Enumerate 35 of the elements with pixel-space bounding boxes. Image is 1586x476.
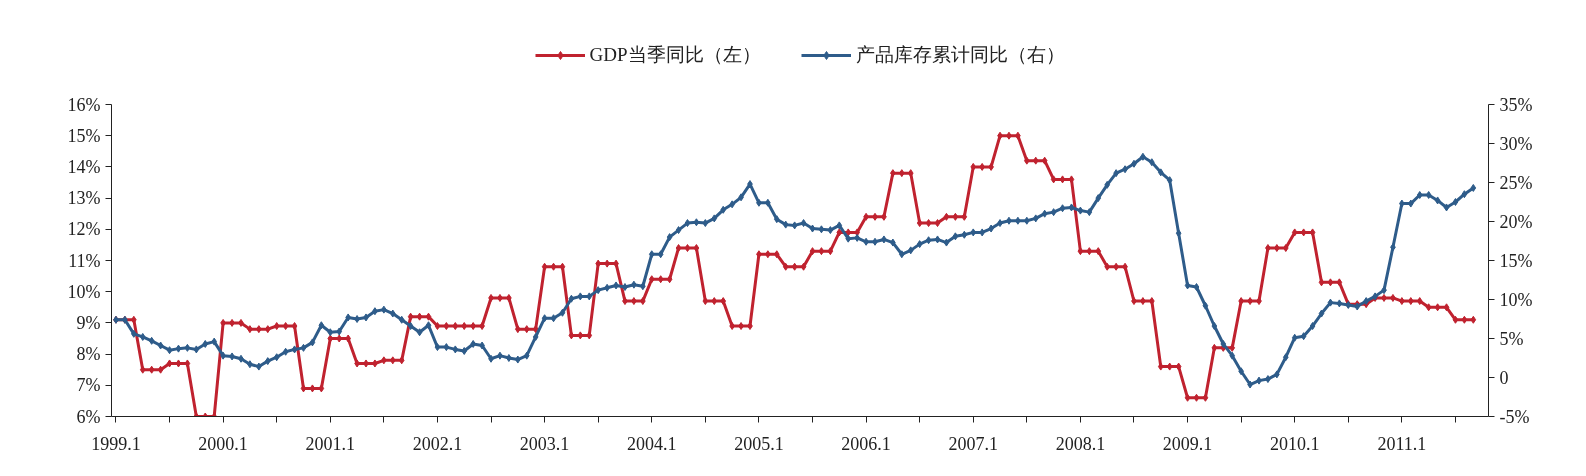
x-tick-label: 2003.1 — [519, 433, 570, 454]
y2-tick-label: 0 — [1499, 367, 1509, 388]
y2-tick-label: 35% — [1499, 94, 1533, 115]
y-tick-label: 10% — [67, 281, 101, 302]
x-tick-label: 2001.1 — [305, 433, 356, 454]
x-tick-label: 1999.1 — [91, 433, 141, 454]
y-tick-label: 12% — [67, 219, 101, 240]
y2-tick-label: 25% — [1499, 172, 1533, 193]
x-tick-label: 2010.1 — [1269, 433, 1320, 454]
y2-tick-label: 20% — [1499, 211, 1533, 232]
x-tick-label: 2008.1 — [1055, 433, 1106, 454]
y2-tick-label: -5% — [1499, 406, 1530, 427]
y-tick-label: 15% — [67, 125, 101, 146]
y-tick-label: 7% — [76, 375, 101, 396]
legend-label: 产品库存累计同比（右） — [855, 43, 1065, 67]
y2-tick-label: 30% — [1499, 133, 1533, 154]
y2-tick-label: 5% — [1499, 328, 1524, 349]
x-tick-label: 2005.1 — [734, 433, 784, 454]
x-tick-label: 2011.1 — [1377, 433, 1427, 454]
x-tick-label: 2007.1 — [948, 433, 998, 454]
x-tick-label: 2004.1 — [627, 433, 677, 454]
y-tick-label: 8% — [76, 344, 101, 365]
x-tick-label: 2000.1 — [198, 433, 248, 454]
y-tick-label: 6% — [76, 406, 101, 427]
y-tick-label: 11% — [68, 250, 101, 271]
y-tick-label: 9% — [76, 312, 101, 333]
x-tick-label: 2002.1 — [412, 433, 463, 454]
y2-tick-label: 10% — [1499, 289, 1533, 310]
y-tick-label: 13% — [67, 188, 101, 209]
y-tick-label: 16% — [67, 94, 101, 115]
x-tick-label: 2009.1 — [1162, 433, 1213, 454]
y2-tick-label: 15% — [1499, 250, 1533, 271]
y-tick-label: 14% — [67, 156, 101, 177]
legend-label: GDP当季同比（左） — [589, 43, 761, 67]
x-tick-label: 2006.1 — [841, 433, 891, 454]
